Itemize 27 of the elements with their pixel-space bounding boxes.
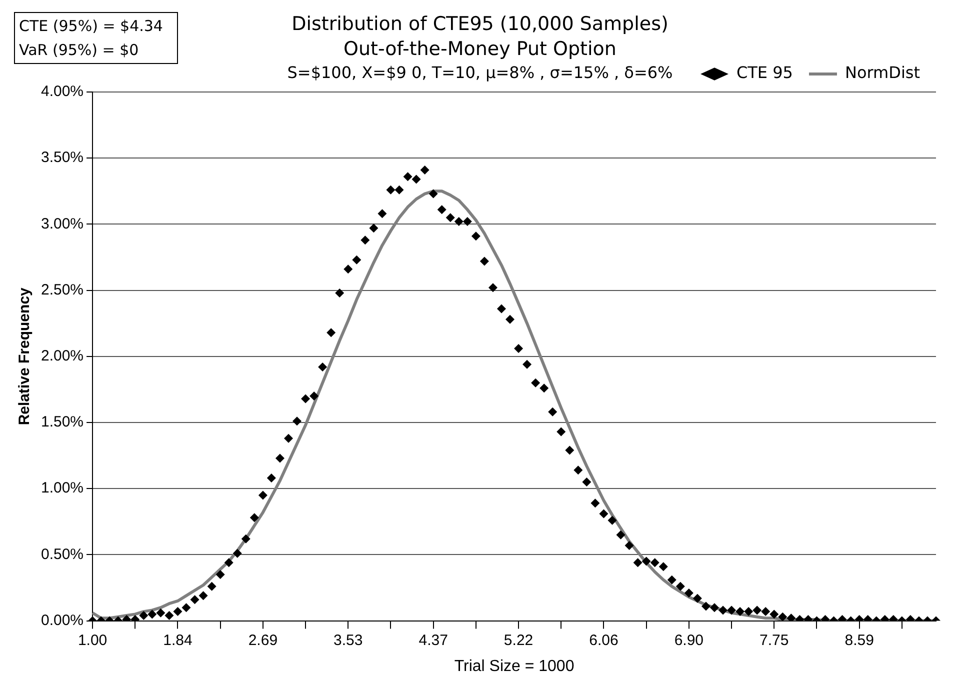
y-tick-label: 0.00% [40,612,84,629]
x-tick-label: 4.37 [418,632,448,649]
x-tick-label: 5.22 [504,632,534,649]
x-tick-label: 1.84 [163,632,192,649]
y-tick-label: 3.00% [40,215,84,232]
chart-title: Distribution of CTE95 (10,000 Samples) [292,13,668,35]
x-tick-label: 8.59 [844,632,874,649]
legend-label: NormDist [844,63,920,82]
x-tick-label: 1.00 [78,632,108,649]
text: VaR (95%) = $0 [19,40,140,61]
text: CTE (95%) = $4.34 [19,16,163,37]
x-tick-label: 6.90 [674,632,704,649]
x-axis-title: Trial Size = 1000 [454,658,574,675]
y-tick-label: 2.00% [40,348,84,365]
y-tick-label: 2.50% [40,281,84,298]
x-tick-label: 2.69 [248,632,278,649]
x-tick-label: 7.75 [760,632,789,649]
legend-label: CTE 95 [736,63,793,82]
y-tick-label: 1.00% [40,480,84,497]
y-tick-label: 1.50% [40,414,84,431]
y-tick-label: 0.50% [40,546,84,563]
y-tick-label: 4.00% [40,83,84,100]
y-axis-title: Relative Frequency [16,286,34,426]
x-tick-label: 3.53 [334,632,363,649]
x-tick-label: 6.06 [589,632,618,649]
chart-subtitle: Out-of-the-Money Put Option S=$100, X=$9 0, T=10, μ=8% , σ=15% , δ=6% [287,38,673,82]
y-tick-label: 3.50% [40,149,84,166]
